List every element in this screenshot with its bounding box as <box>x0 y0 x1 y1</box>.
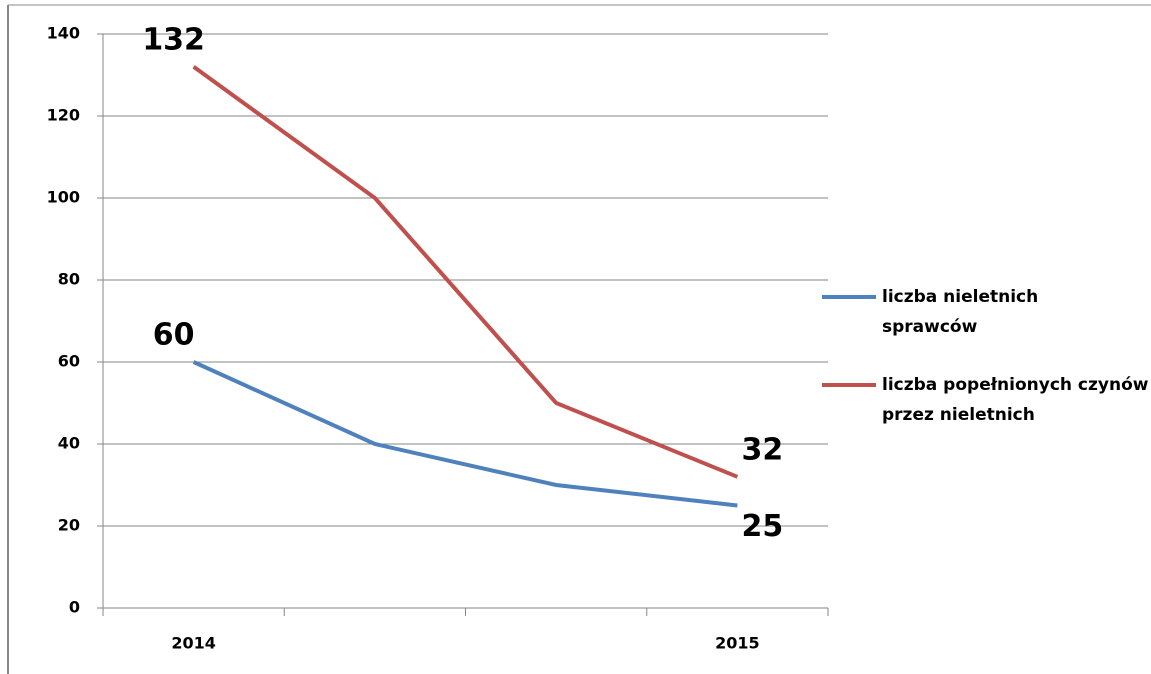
y-tick-label: 20 <box>58 516 80 535</box>
legend-label: liczba popełnionych czynów przez nieletn… <box>882 375 1149 425</box>
series-line <box>192 65 739 479</box>
y-tick-label: 120 <box>47 106 80 125</box>
x-tick-label: 2015 <box>715 634 760 653</box>
data-label: 25 <box>742 509 784 544</box>
y-tick-label: 140 <box>47 24 80 43</box>
y-tick-label: 80 <box>58 270 80 289</box>
data-label: 32 <box>742 432 784 467</box>
legend-label: liczba nieletnich sprawców <box>882 287 1039 337</box>
y-tick-label: 100 <box>47 188 80 207</box>
y-tick-label: 0 <box>69 598 80 617</box>
y-tick-label: 40 <box>58 434 80 453</box>
data-label: 132 <box>142 22 205 57</box>
series-line <box>192 360 738 508</box>
x-tick-label: 2014 <box>171 634 216 653</box>
data-label: 60 <box>153 318 195 353</box>
y-tick-label: 60 <box>58 352 80 371</box>
